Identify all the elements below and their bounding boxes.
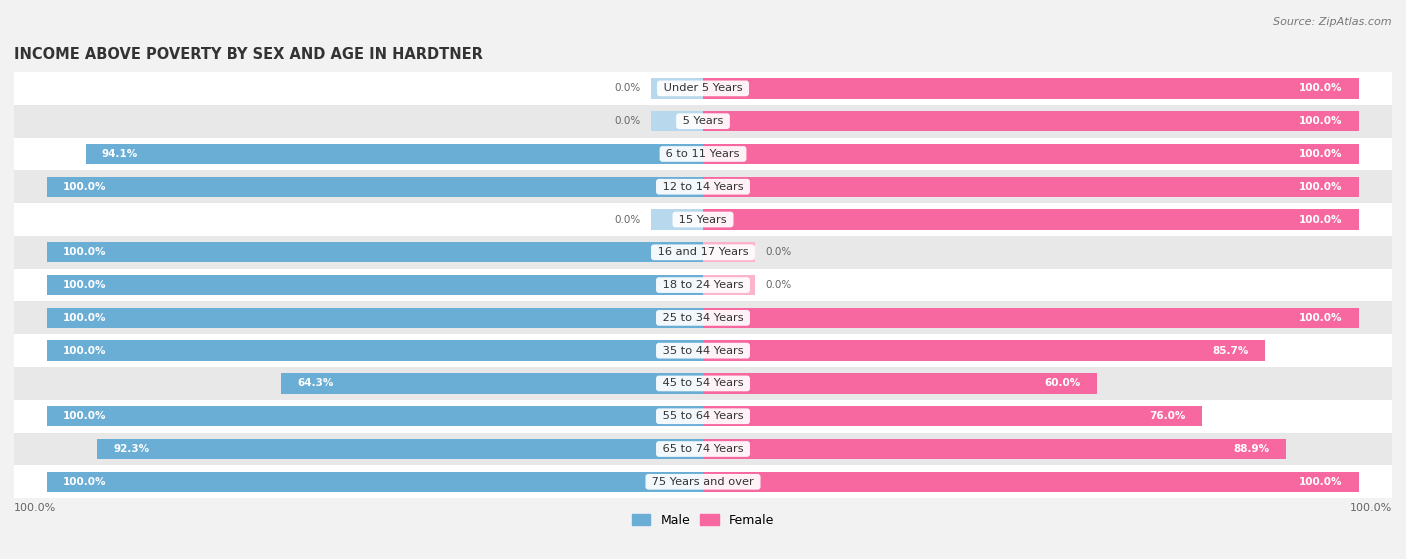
Bar bbox=[46, 242, 703, 263]
Text: 100.0%: 100.0% bbox=[1299, 215, 1343, 225]
Text: 35 to 44 Years: 35 to 44 Years bbox=[659, 345, 747, 356]
Bar bbox=[14, 203, 1392, 236]
Text: 88.9%: 88.9% bbox=[1234, 444, 1270, 454]
Text: 60.0%: 60.0% bbox=[1045, 378, 1080, 389]
Text: 100.0%: 100.0% bbox=[1299, 116, 1343, 126]
Text: 94.1%: 94.1% bbox=[103, 149, 138, 159]
Text: 25 to 34 Years: 25 to 34 Years bbox=[659, 313, 747, 323]
Bar bbox=[703, 144, 1360, 164]
Text: 100.0%: 100.0% bbox=[63, 411, 107, 421]
Legend: Male, Female: Male, Female bbox=[627, 509, 779, 532]
Bar bbox=[703, 78, 1360, 98]
Bar bbox=[46, 275, 703, 295]
Bar bbox=[14, 138, 1392, 170]
Bar bbox=[703, 340, 1265, 361]
Text: 0.0%: 0.0% bbox=[614, 215, 641, 225]
Bar bbox=[14, 236, 1392, 269]
Bar bbox=[703, 210, 1360, 230]
Text: 75 Years and over: 75 Years and over bbox=[648, 477, 758, 487]
Bar bbox=[651, 78, 703, 98]
Bar bbox=[14, 400, 1392, 433]
Bar bbox=[703, 406, 1202, 427]
Bar bbox=[651, 111, 703, 131]
Text: 100.0%: 100.0% bbox=[1299, 149, 1343, 159]
Text: 6 to 11 Years: 6 to 11 Years bbox=[662, 149, 744, 159]
Bar bbox=[46, 307, 703, 328]
Bar bbox=[703, 177, 1360, 197]
Bar bbox=[651, 210, 703, 230]
Text: 100.0%: 100.0% bbox=[14, 503, 56, 513]
Text: 0.0%: 0.0% bbox=[614, 83, 641, 93]
Text: 100.0%: 100.0% bbox=[1299, 83, 1343, 93]
Bar bbox=[703, 111, 1360, 131]
Bar bbox=[46, 406, 703, 427]
Text: 15 Years: 15 Years bbox=[675, 215, 731, 225]
Text: 0.0%: 0.0% bbox=[765, 247, 792, 257]
Bar bbox=[14, 466, 1392, 498]
Text: 100.0%: 100.0% bbox=[63, 182, 107, 192]
Text: 100.0%: 100.0% bbox=[1299, 182, 1343, 192]
Text: 100.0%: 100.0% bbox=[63, 280, 107, 290]
Text: 100.0%: 100.0% bbox=[1299, 477, 1343, 487]
Bar bbox=[14, 72, 1392, 105]
Text: 0.0%: 0.0% bbox=[765, 280, 792, 290]
Text: INCOME ABOVE POVERTY BY SEX AND AGE IN HARDTNER: INCOME ABOVE POVERTY BY SEX AND AGE IN H… bbox=[14, 47, 482, 62]
Bar bbox=[97, 439, 703, 459]
Bar bbox=[86, 144, 703, 164]
Bar bbox=[14, 269, 1392, 301]
Text: 16 and 17 Years: 16 and 17 Years bbox=[654, 247, 752, 257]
Text: 65 to 74 Years: 65 to 74 Years bbox=[659, 444, 747, 454]
Text: 64.3%: 64.3% bbox=[298, 378, 333, 389]
Bar bbox=[703, 275, 755, 295]
Text: 100.0%: 100.0% bbox=[1299, 313, 1343, 323]
Text: 45 to 54 Years: 45 to 54 Years bbox=[659, 378, 747, 389]
Text: 100.0%: 100.0% bbox=[63, 477, 107, 487]
Text: 55 to 64 Years: 55 to 64 Years bbox=[659, 411, 747, 421]
Text: 100.0%: 100.0% bbox=[1350, 503, 1392, 513]
Bar bbox=[703, 439, 1286, 459]
Bar bbox=[14, 367, 1392, 400]
Bar bbox=[14, 334, 1392, 367]
Bar bbox=[703, 242, 755, 263]
Text: 12 to 14 Years: 12 to 14 Years bbox=[659, 182, 747, 192]
Bar bbox=[46, 340, 703, 361]
Text: 0.0%: 0.0% bbox=[614, 116, 641, 126]
Text: 92.3%: 92.3% bbox=[114, 444, 150, 454]
Bar bbox=[14, 105, 1392, 138]
Bar bbox=[703, 373, 1097, 394]
Text: 100.0%: 100.0% bbox=[63, 247, 107, 257]
Bar bbox=[46, 472, 703, 492]
Text: 85.7%: 85.7% bbox=[1212, 345, 1249, 356]
Text: Source: ZipAtlas.com: Source: ZipAtlas.com bbox=[1274, 17, 1392, 27]
Bar bbox=[281, 373, 703, 394]
Bar bbox=[703, 307, 1360, 328]
Text: 76.0%: 76.0% bbox=[1149, 411, 1185, 421]
Text: 100.0%: 100.0% bbox=[63, 345, 107, 356]
Bar bbox=[14, 433, 1392, 466]
Text: Under 5 Years: Under 5 Years bbox=[659, 83, 747, 93]
Text: 18 to 24 Years: 18 to 24 Years bbox=[659, 280, 747, 290]
Text: 100.0%: 100.0% bbox=[63, 313, 107, 323]
Bar bbox=[703, 472, 1360, 492]
Bar bbox=[14, 170, 1392, 203]
Text: 5 Years: 5 Years bbox=[679, 116, 727, 126]
Bar bbox=[14, 301, 1392, 334]
Bar bbox=[46, 177, 703, 197]
